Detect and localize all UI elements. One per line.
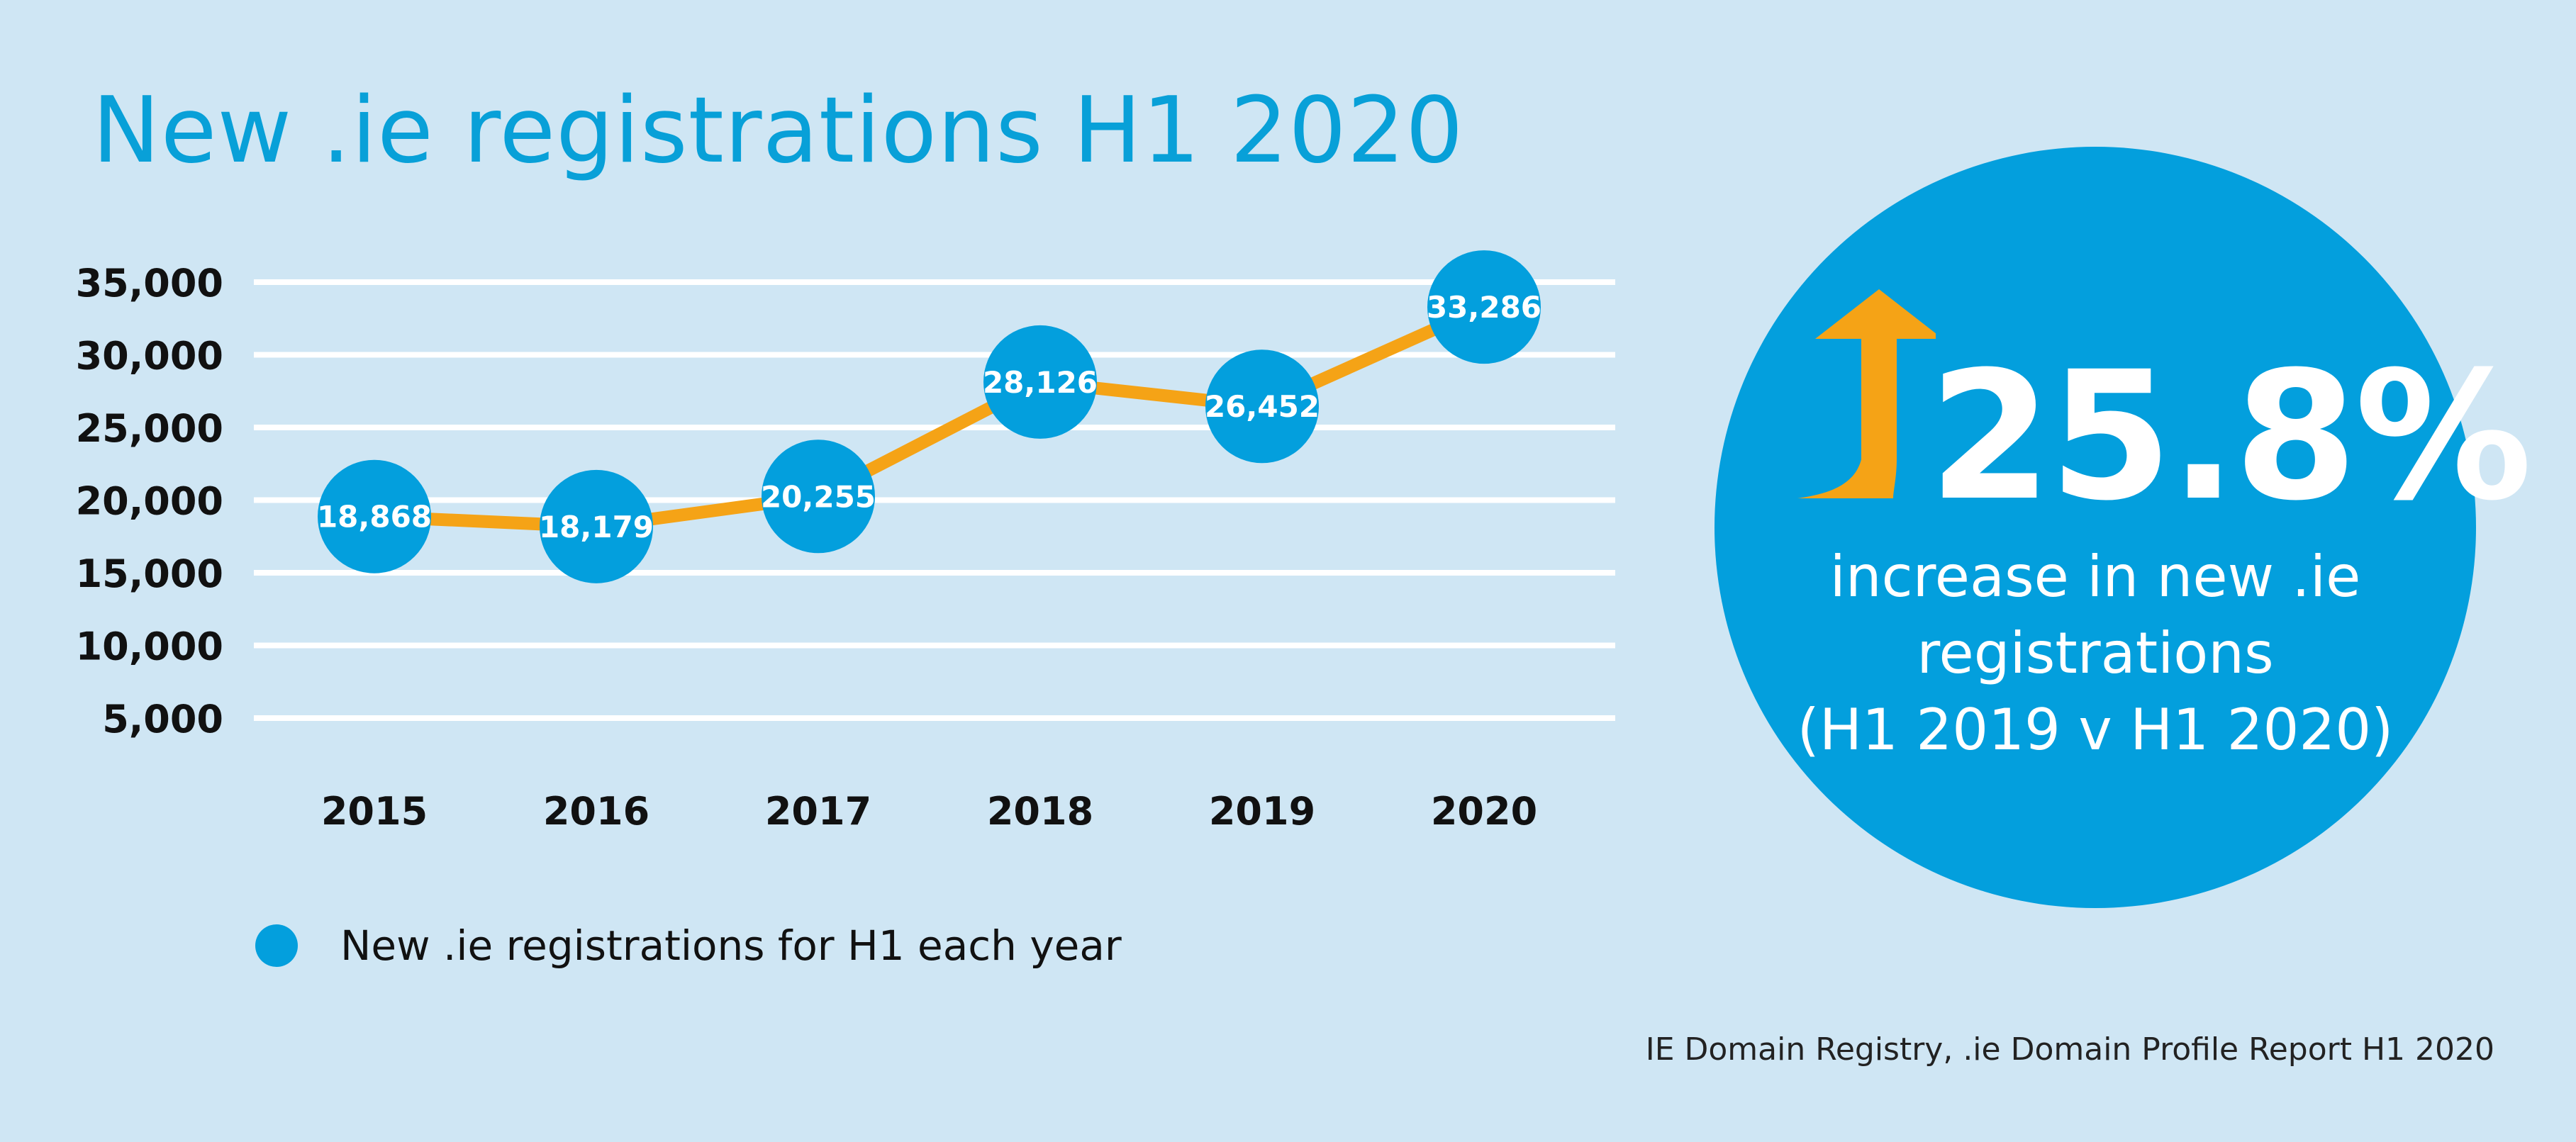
stat-line-2: registrations	[1917, 620, 2274, 686]
stat-circle	[1714, 147, 2476, 908]
data-point	[762, 440, 875, 554]
data-label: 26,452	[1205, 389, 1320, 424]
stat-description: increase in new .ie registrations (H1 20…	[1785, 539, 2405, 768]
data-point	[983, 325, 1097, 439]
x-tick-label: 2015	[321, 789, 428, 834]
chart-legend: New .ie registrations for H1 each year	[255, 922, 1122, 970]
stat-line-1: increase in new .ie	[1829, 544, 2361, 610]
page-title: New .ie registrations H1 2020	[92, 78, 1464, 184]
data-point	[318, 459, 431, 573]
stat-value: 25.8%	[1929, 333, 2532, 539]
x-tick-label: 2016	[543, 789, 649, 834]
y-tick-label: 5,000	[102, 697, 223, 741]
data-point	[1205, 349, 1319, 464]
data-label: 18,868	[317, 500, 432, 534]
x-tick-label: 2017	[765, 789, 871, 834]
data-label: 28,126	[983, 365, 1098, 400]
y-tick-label: 35,000	[76, 261, 223, 306]
x-tick-label: 2020	[1431, 789, 1537, 834]
x-tick-label: 2018	[987, 789, 1093, 834]
stat-line-3: (H1 2019 v H1 2020)	[1797, 697, 2394, 763]
data-label: 18,179	[539, 510, 654, 544]
circle-marker-icon	[255, 924, 298, 967]
y-tick-label: 25,000	[76, 406, 223, 451]
data-label: 33,286	[1427, 290, 1541, 325]
y-tick-label: 30,000	[76, 334, 223, 379]
y-tick-label: 15,000	[76, 552, 223, 596]
data-point	[540, 469, 653, 583]
y-tick-label: 20,000	[76, 479, 223, 524]
data-label: 20,255	[761, 479, 876, 514]
up-arrow-icon	[1797, 289, 1936, 498]
data-point	[1427, 250, 1541, 364]
x-tick-label: 2019	[1209, 789, 1315, 834]
line-chart: 5,000 10,000 15,000 20,000 25,000 30,000 35,00…	[76, 250, 1615, 834]
y-tick-label: 10,000	[76, 625, 223, 669]
legend-label: New .ie registrations for H1 each year	[340, 922, 1122, 970]
source-note: IE Domain Registry, .ie Domain Profile R…	[1645, 1031, 2494, 1068]
